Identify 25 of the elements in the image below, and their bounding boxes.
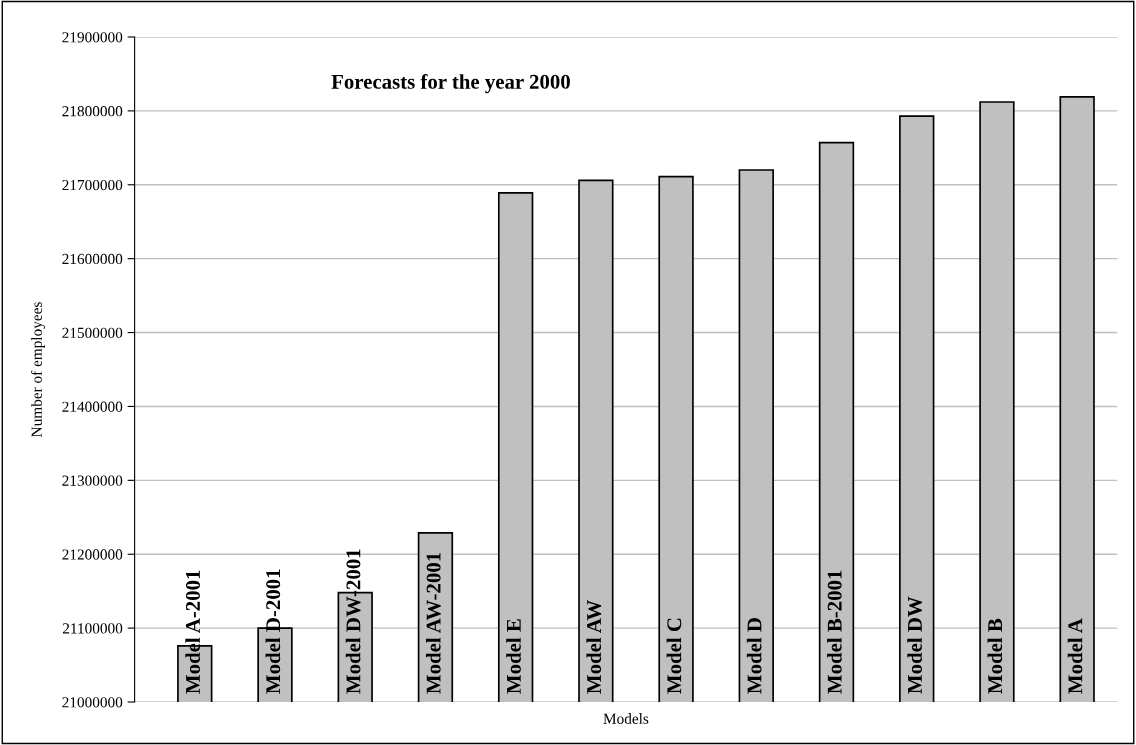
y-tick-label: 21900000 [62,32,123,43]
x-axis-title: Models [603,713,649,724]
y-axis-title: Number of employees [30,302,46,437]
x-tick-label: Model C [666,618,682,694]
x-tick-label: Model B-2001 [827,570,842,694]
x-tick-label: Model AW [586,600,602,694]
y-tick-label: 21400000 [62,401,123,412]
x-tick-label: Model E [506,619,521,694]
y-tick-label: 21100000 [62,623,123,634]
x-tick-label: Model DW [907,596,923,694]
x-tick-label: Model A [1067,618,1083,694]
y-tick-label: 21300000 [62,475,123,486]
y-tick-label: 21800000 [62,106,123,117]
y-tick-label: 21600000 [62,253,123,265]
x-tick-label: Model A-2001 [185,570,200,694]
y-tick-label: 21000000 [62,697,123,708]
x-tick-label: Model D-2001 [265,569,281,694]
x-tick-label: Model AW-2001 [425,552,441,694]
x-tick-label: Model DW-2001 [345,549,361,694]
y-tick-label: 21500000 [62,327,123,339]
y-tick-label: 21200000 [62,549,123,560]
x-tick-label: Model D [746,618,762,694]
text: Forecasts for the year 2000 [331,73,570,94]
y-tick-label: 21700000 [62,179,123,191]
x-tick-label: Model B [987,618,1003,694]
